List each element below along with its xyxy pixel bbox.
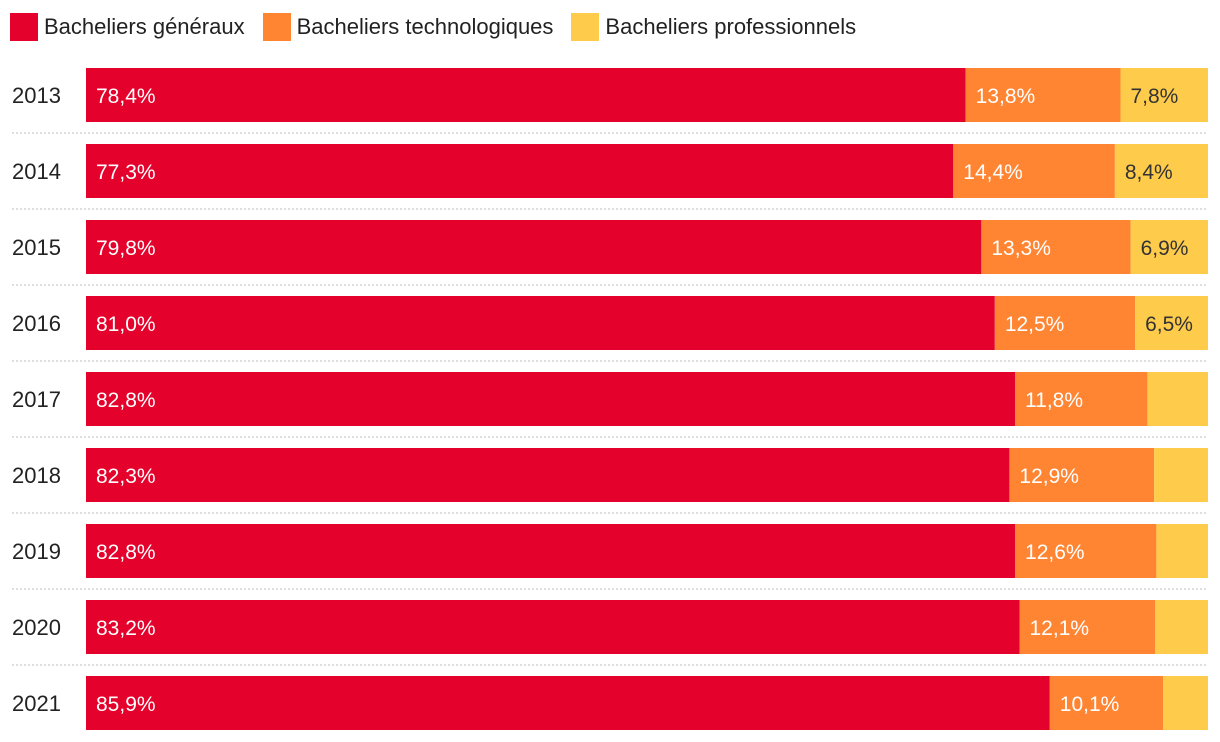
year-label-2019: 2019 <box>12 539 61 564</box>
data-label-2015-1: 79,8% <box>96 237 156 260</box>
bar-segment-2015-2 <box>981 220 1131 274</box>
bar-segment-2016-3 <box>1135 296 1208 350</box>
bar-segment-2013-2 <box>965 68 1121 122</box>
year-label-2016: 2016 <box>12 311 61 336</box>
legend-label-technological: Bacheliers technologiques <box>296 14 554 39</box>
bar-segment-2015-1 <box>86 220 982 274</box>
bar-segment-2020-2 <box>1019 600 1156 654</box>
data-label-2020-2: 12,1% <box>1030 617 1090 640</box>
data-label-2021-2: 10,1% <box>1060 693 1120 716</box>
legend-item-professional: Bacheliers professionnels <box>571 13 856 41</box>
legend-swatch-technological <box>262 13 291 41</box>
bar-segment-2016-1 <box>86 296 995 350</box>
bar-segment-2018-2 <box>1009 448 1155 502</box>
data-label-2020-1: 83,2% <box>96 617 156 640</box>
data-label-2014-1: 77,3% <box>96 161 156 184</box>
bar-segment-2020-1 <box>86 600 1020 654</box>
year-label-2018: 2018 <box>12 463 61 488</box>
bar-segment-2014-1 <box>86 144 954 198</box>
year-label-2015: 2015 <box>12 235 61 260</box>
bar-segment-2016-2 <box>994 296 1136 350</box>
bar-segment-2020-3 <box>1155 600 1208 654</box>
data-label-2013-3: 7,8% <box>1130 85 1178 108</box>
bar-segment-2019-3 <box>1156 524 1208 578</box>
bar-segment-2019-1 <box>86 524 1016 578</box>
year-label-2013: 2013 <box>12 83 61 108</box>
data-label-2015-3: 6,9% <box>1141 237 1189 260</box>
legend-label-general: Bacheliers généraux <box>44 14 245 39</box>
bar-segment-2018-3 <box>1154 448 1208 502</box>
legend-item-general: Bacheliers généraux <box>10 13 245 41</box>
bar-segment-2017-3 <box>1147 372 1208 426</box>
data-label-2019-2: 12,6% <box>1025 541 1085 564</box>
legend-item-technological: Bacheliers technologiques <box>262 13 554 41</box>
data-label-2016-2: 12,5% <box>1005 313 1065 336</box>
data-label-2015-2: 13,3% <box>991 237 1051 260</box>
data-label-2014-3: 8,4% <box>1125 161 1173 184</box>
year-label-2014: 2014 <box>12 159 61 184</box>
data-label-2021-1: 85,9% <box>96 693 156 716</box>
year-label-2021: 2021 <box>12 691 61 716</box>
year-label-2020: 2020 <box>12 615 61 640</box>
data-label-2018-1: 82,3% <box>96 465 156 488</box>
data-label-2013-2: 13,8% <box>976 85 1036 108</box>
bar-segment-2013-1 <box>86 68 966 122</box>
bar-segment-2017-2 <box>1015 372 1148 426</box>
data-label-2018-2: 12,9% <box>1019 465 1079 488</box>
bar-segment-2021-3 <box>1163 676 1208 730</box>
bar-segment-2013-3 <box>1120 68 1208 122</box>
bar-segment-2014-3 <box>1114 144 1208 198</box>
bar-segment-2021-2 <box>1049 676 1164 730</box>
bar-segment-2019-2 <box>1015 524 1157 578</box>
bar-segment-2018-1 <box>86 448 1010 502</box>
legend-label-professional: Bacheliers professionnels <box>605 14 857 39</box>
data-label-2017-1: 82,8% <box>96 389 156 412</box>
chart-legend: Bacheliers généraux Bacheliers technolog… <box>10 12 874 42</box>
legend-swatch-general <box>10 13 38 41</box>
bar-segment-2014-2 <box>953 144 1115 198</box>
data-label-2016-1: 81,0% <box>96 313 156 336</box>
year-label-2017: 2017 <box>12 387 61 412</box>
bar-segment-2015-3 <box>1130 220 1208 274</box>
bar-segment-2021-1 <box>86 676 1050 730</box>
data-label-2013-1: 78,4% <box>96 85 156 108</box>
bar-segment-2017-1 <box>86 372 1016 426</box>
data-label-2019-1: 82,8% <box>96 541 156 564</box>
legend-swatch-professional <box>571 13 600 41</box>
data-label-2014-2: 14,4% <box>963 161 1023 184</box>
data-label-2017-2: 11,8% <box>1025 389 1083 412</box>
data-label-2016-3: 6,5% <box>1145 313 1193 336</box>
